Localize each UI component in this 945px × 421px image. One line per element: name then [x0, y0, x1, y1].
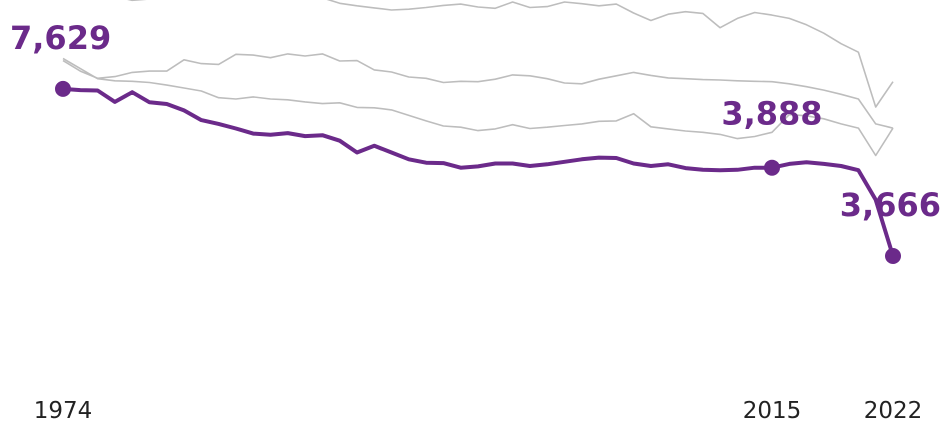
context-series-line-3	[127, 0, 894, 108]
x-tick-label-2022: 2022	[864, 398, 923, 421]
highlighted-series	[55, 80, 901, 264]
highlighted-series-line	[61, 86, 895, 258]
context-series-line-1	[62, 57, 894, 157]
value-label-2022: 3,666	[840, 186, 941, 224]
point-marker-1974	[55, 80, 71, 97]
value-labels: 7,629 3,888 3,666	[10, 19, 941, 224]
x-tick-label-2015: 2015	[743, 398, 802, 421]
context-series-line-2	[62, 53, 894, 129]
x-tick-label-1974: 1974	[34, 398, 93, 421]
value-label-1974: 7,629	[10, 19, 111, 57]
value-label-2015: 3,888	[721, 95, 822, 133]
point-marker-2022	[885, 248, 901, 264]
point-marker-2015	[764, 159, 780, 176]
x-axis-tick-labels: 1974 2015 2022	[34, 398, 923, 421]
context-series-lines	[62, 0, 894, 157]
